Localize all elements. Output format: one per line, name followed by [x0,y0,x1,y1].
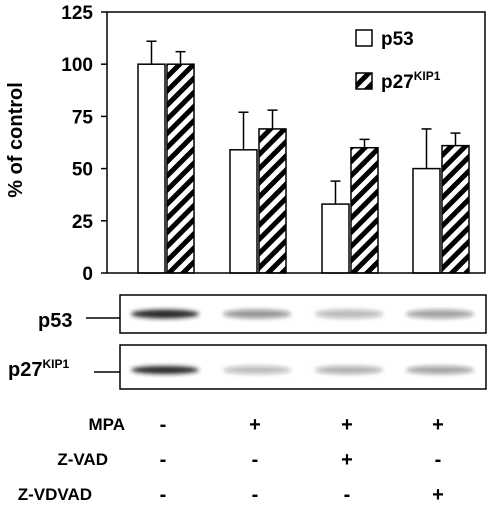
bar-p27-4 [441,144,470,274]
treatment-label-z-vdvad: Z-VDVAD [18,485,92,504]
y-tick-label: 125 [61,3,93,24]
legend: p53 p27KIP1 [355,29,441,93]
bar-p53-4 [412,167,441,274]
blot-band-lane-3 [315,366,383,374]
y-tick-label: 50 [72,160,93,181]
bar-p53-2 [229,149,258,274]
y-tick-label: 75 [72,107,94,128]
treatment-sign: + [432,414,444,436]
treatment-sign: - [160,484,167,505]
blot-band-lane-4 [406,309,474,319]
blot-band-lane-2 [223,309,291,319]
bar-chart: % of control 0 25 50 75 100 125 p53 p27KIP1 [5,3,486,285]
y-tick-label: 100 [61,55,93,76]
blot-band-lane-2 [223,366,291,374]
bar-p27-3 [350,146,379,274]
blot-band-lane-3 [315,309,383,319]
treatment-sign: + [432,484,444,505]
legend-label-p27-main: p27 [381,72,414,93]
bar-p53-1 [137,63,166,274]
treatment-sign: - [344,484,351,505]
legend-swatch-p53 [355,29,373,47]
blot-band-lane-1 [131,309,199,319]
y-tick-label: 0 [82,264,93,285]
legend-label-p53: p53 [381,29,414,50]
blot-label-p27-main: p27 [8,359,42,381]
treatment-label-mpa: MPA [88,415,125,434]
y-axis: 0 25 50 75 100 125 [61,3,107,285]
legend-label-p53-main: p53 [381,29,414,50]
western-blots: p53 p27KIP1 [8,294,487,390]
blot-band-lane-4 [406,366,474,374]
treatment-sign: - [252,484,259,505]
bar-p27-1 [166,63,195,274]
treatment-sign: + [341,414,353,436]
legend-label-p27: p27KIP1 [381,69,441,93]
blot-band-lane-1 [131,366,199,374]
blot-label-p53: p53 [38,310,72,332]
y-tick-label: 25 [72,212,94,233]
blot-p27: p27KIP1 [8,344,487,390]
legend-label-p27-sup: KIP1 [414,69,441,83]
treatment-sign: + [341,449,353,471]
bar-p53-3 [321,203,350,274]
y-axis-title: % of control [5,82,27,198]
blot-label-p53-main: p53 [38,310,72,332]
bar-p27-2 [258,128,287,274]
treatment-table: MPA - + + + Z-VAD - - + - Z-VDVAD - - - + [18,414,444,505]
blot-label-p27-sup: KIP1 [42,357,69,371]
treatment-sign: - [435,449,442,471]
treatment-sign: - [160,414,167,436]
blot-label-p27: p27KIP1 [8,357,69,381]
treatment-label-z-vad: Z-VAD [57,450,108,469]
treatment-sign: - [252,449,259,471]
treatment-sign: + [249,414,261,436]
treatment-sign: - [160,449,167,471]
plot-frame [106,11,486,274]
blot-p53: p53 [38,294,487,334]
legend-swatch-p27 [355,72,373,90]
